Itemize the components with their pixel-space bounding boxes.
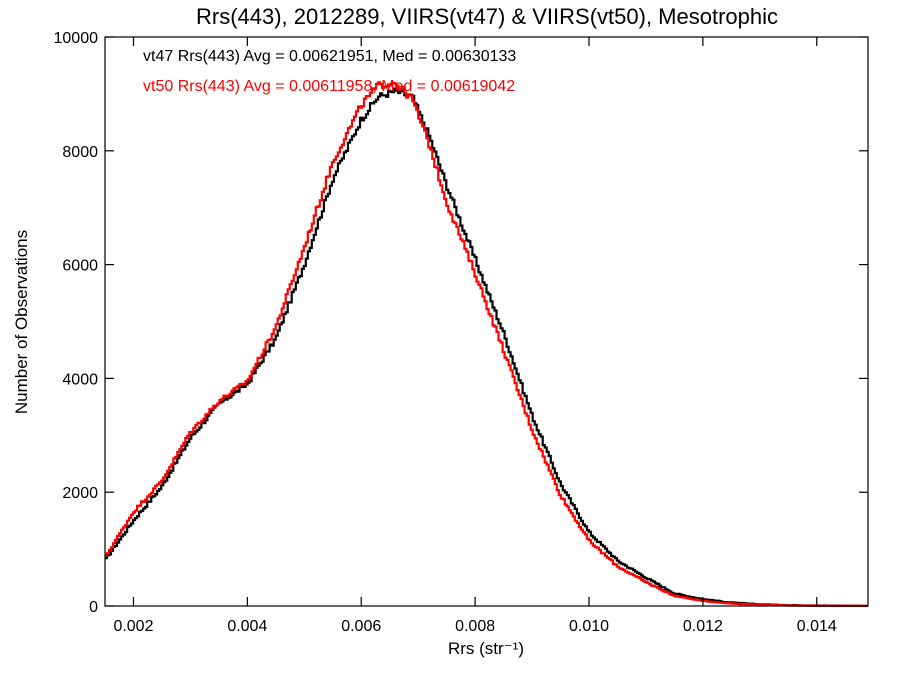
y-tick-label: 2000	[62, 485, 98, 502]
x-tick-label: 0.010	[569, 618, 609, 635]
x-tick-label: 0.002	[113, 618, 153, 635]
x-tick-label: 0.012	[683, 618, 723, 635]
annotation-vt50: vt50 Rrs(443) Avg = 0.00611958, Med = 0.…	[143, 78, 515, 95]
y-tick-label: 10000	[54, 30, 99, 47]
chart-title: Rrs(443), 2012289, VIIRS(vt47) & VIIRS(v…	[196, 4, 778, 29]
x-tick-label: 0.006	[341, 618, 381, 635]
x-axis-ticks: 0.002 0.004 0.006 0.008 0.010 0.012 0.014	[113, 37, 837, 635]
series-line-vt47	[105, 87, 868, 607]
x-tick-label: 0.004	[227, 618, 267, 635]
y-tick-label: 0	[89, 599, 98, 616]
plot-frame	[104, 36, 869, 607]
series-layer	[105, 81, 868, 607]
y-axis-ticks: 0 2000 4000 6000 8000 10000	[54, 30, 868, 616]
y-axis-label: Number of Observations	[12, 230, 31, 414]
x-axis-label: Rrs (str⁻¹)	[448, 639, 524, 658]
series-line-vt50	[105, 81, 868, 607]
y-tick-label: 4000	[62, 371, 98, 388]
y-tick-label: 6000	[62, 258, 98, 275]
x-tick-label: 0.008	[455, 618, 495, 635]
x-tick-label: 0.014	[797, 618, 837, 635]
annotation-vt47: vt47 Rrs(443) Avg = 0.00621951, Med = 0.…	[143, 48, 516, 65]
y-tick-label: 8000	[62, 144, 98, 161]
